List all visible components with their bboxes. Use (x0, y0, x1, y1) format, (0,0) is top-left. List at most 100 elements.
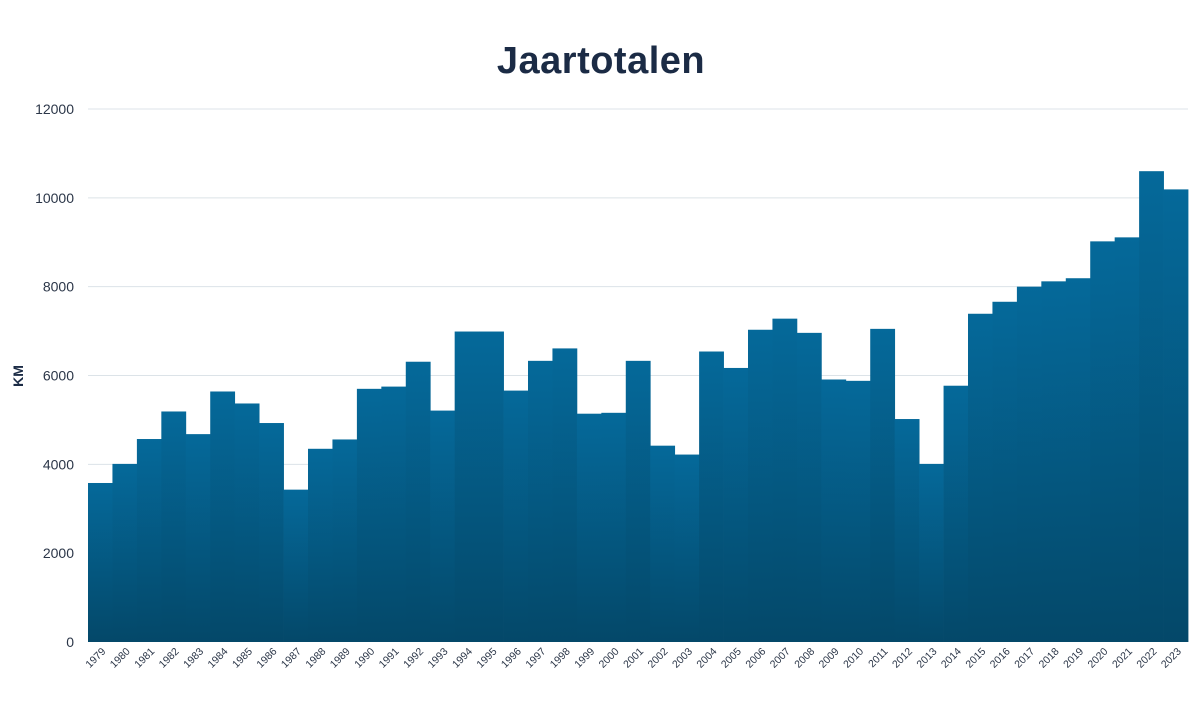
y-tick-label: 6000 (43, 368, 74, 384)
x-tick-label: 1980 (108, 646, 133, 671)
x-tick-label: 1981 (132, 646, 157, 671)
bar-2009 (821, 379, 847, 642)
bar-1991 (381, 386, 407, 642)
bar-2008 (796, 332, 822, 642)
y-tick-label: 8000 (43, 279, 74, 295)
x-tick-label: 1983 (181, 646, 206, 671)
y-tick-label: 2000 (43, 545, 74, 561)
x-tick-label: 2004 (694, 646, 719, 671)
bar-2002 (650, 445, 676, 642)
bar-1982 (161, 411, 187, 642)
bar-2005 (723, 367, 749, 642)
bar-2016 (992, 301, 1018, 642)
x-tick-label: 2022 (1134, 646, 1159, 671)
x-tick-label: 2000 (597, 646, 622, 671)
bar-2011 (870, 328, 896, 642)
bar-1988 (308, 448, 333, 642)
x-tick-label: 2020 (1086, 646, 1111, 671)
bar-2000 (601, 412, 627, 642)
y-tick-labels: 0 2000 4000 6000 8000 10000 12000 (35, 101, 74, 650)
bar-2004 (699, 351, 724, 642)
x-tick-label: 2015 (963, 646, 988, 671)
bar-1984 (210, 391, 236, 642)
bar-2012 (894, 419, 920, 642)
x-tick-label: 1989 (328, 646, 353, 671)
bar-2018 (1041, 281, 1067, 642)
x-tick-label: 1990 (352, 646, 377, 671)
bar-1994 (454, 331, 480, 642)
bar-2003 (674, 454, 700, 642)
bar-2017 (1016, 286, 1042, 642)
bar-1989 (332, 439, 358, 642)
x-tick-label: 1986 (254, 646, 279, 671)
bar-2001 (625, 360, 651, 642)
bar-2021 (1114, 237, 1140, 643)
x-tick-label: 2014 (939, 646, 964, 671)
bar-1992 (405, 361, 431, 642)
x-tick-label: 1991 (377, 646, 402, 671)
x-tick-label: 1982 (157, 646, 182, 671)
bar-2022 (1139, 171, 1164, 642)
bar-1990 (356, 388, 382, 642)
bars (88, 171, 1189, 643)
bar-1987 (283, 489, 309, 642)
x-tick-label: 1995 (474, 646, 499, 671)
y-tick-label: 10000 (35, 190, 74, 206)
x-tick-label: 2019 (1061, 646, 1086, 671)
bar-1985 (234, 403, 260, 642)
bar-1981 (136, 439, 162, 642)
x-tick-label: 1987 (279, 646, 304, 671)
x-tick-label: 2012 (890, 646, 915, 671)
x-tick-labels: 1979 1980 1981 1982 1983 1984 1985 1986 1987 1988… (83, 646, 1184, 671)
x-tick-label: 1985 (230, 646, 255, 671)
x-tick-label: 2010 (841, 646, 866, 671)
x-tick-label: 2017 (1012, 646, 1037, 671)
x-tick-label: 2008 (792, 646, 817, 671)
x-tick-label: 2013 (914, 646, 939, 671)
bar-1998 (552, 348, 578, 642)
bar-2014 (943, 385, 969, 642)
x-tick-label: 1999 (572, 646, 597, 671)
x-tick-label: 1997 (523, 646, 548, 671)
bar-1999 (576, 413, 602, 642)
bar-2015 (968, 313, 993, 642)
x-tick-label: 1979 (83, 646, 108, 671)
bar-1996 (503, 390, 529, 642)
bar-1980 (112, 463, 138, 642)
y-tick-label: 4000 (43, 456, 74, 472)
x-tick-label: 2006 (743, 646, 768, 671)
x-tick-label: 2018 (1037, 646, 1062, 671)
x-tick-label: 1994 (450, 646, 475, 671)
x-tick-label: 2003 (670, 646, 695, 671)
x-tick-label: 1996 (499, 646, 524, 671)
bar-2020 (1090, 241, 1116, 643)
bar-2013 (919, 463, 944, 642)
bar-1995 (479, 331, 504, 642)
bar-2006 (748, 329, 773, 642)
bar-2007 (772, 318, 798, 642)
x-tick-label: 2001 (621, 646, 646, 671)
bar-2010 (845, 380, 871, 642)
x-tick-label: 2005 (719, 646, 744, 671)
bar-1986 (259, 423, 284, 642)
x-tick-label: 2009 (817, 646, 842, 671)
bar-1997 (528, 360, 553, 642)
bar-1983 (185, 434, 211, 642)
x-tick-label: 1988 (303, 646, 328, 671)
bar-1993 (430, 410, 456, 642)
x-tick-label: 1992 (401, 646, 426, 671)
bar-2019 (1065, 278, 1091, 642)
bar-2023 (1163, 189, 1189, 642)
x-tick-label: 2021 (1110, 646, 1135, 671)
x-tick-label: 2007 (768, 646, 793, 671)
x-tick-label: 1998 (548, 646, 573, 671)
x-tick-label: 1993 (426, 646, 451, 671)
y-tick-label: 0 (66, 634, 74, 650)
x-tick-label: 1984 (206, 646, 231, 671)
x-tick-label: 2011 (866, 646, 891, 671)
x-tick-label: 2023 (1159, 646, 1184, 671)
y-tick-label: 12000 (35, 101, 74, 117)
x-tick-label: 2002 (646, 646, 671, 671)
